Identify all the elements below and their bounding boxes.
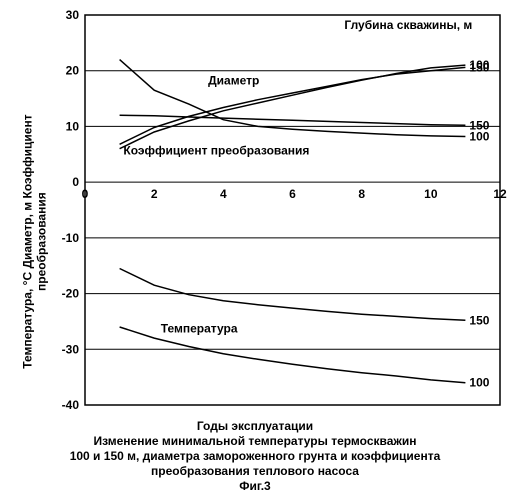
x-tick-label: 12 (493, 187, 507, 201)
y-tick-label: -20 (62, 287, 80, 301)
chart-svg: -40 -30 -20 -10 0 10 20 30 0 2 4 6 8 10 12 100 150 150 100… (0, 0, 510, 420)
group-label-diameter: Диаметр (208, 74, 259, 88)
x-tick-label: 6 (289, 187, 296, 201)
group-label-temp: Температура (161, 322, 238, 336)
x-tick-label: 4 (220, 187, 227, 201)
legend-title: Глубина скважины, м (344, 18, 472, 32)
chart-container: Температура, °С Диаметр, м Коэффициент п… (0, 0, 510, 500)
x-tick-label: 10 (424, 187, 438, 201)
y-tick-label: -40 (62, 398, 80, 412)
series-end-label-coef_100: 100 (469, 129, 489, 143)
y-tick-label: -10 (62, 231, 80, 245)
y-tick-label: 30 (66, 8, 80, 22)
y-axis-label: Температура, °С Диаметр, м Коэффициент п… (20, 52, 48, 432)
series-end-label-temp_150: 150 (469, 313, 489, 327)
y-tick-label: -30 (62, 342, 80, 356)
chart-caption: Годы эксплуатации Изменение минимальной … (0, 419, 510, 494)
x-tick-label: 2 (151, 187, 158, 201)
group-label-coef: Коэффициент преобразования (123, 143, 309, 157)
series-diameter_100 (120, 65, 466, 149)
x-tick-label: 0 (82, 187, 89, 201)
y-tick-label: 10 (66, 119, 80, 133)
y-tick-label: 20 (66, 64, 80, 78)
series-coef_150 (120, 115, 466, 125)
plot-border (85, 15, 500, 405)
x-tick-label: 8 (358, 187, 365, 201)
y-tick-label: 0 (72, 175, 79, 189)
series-temp_150 (120, 269, 466, 321)
series-end-label-diameter_150: 150 (469, 60, 489, 74)
series-diameter_150 (120, 67, 466, 144)
series-end-label-temp_100: 100 (469, 376, 489, 390)
